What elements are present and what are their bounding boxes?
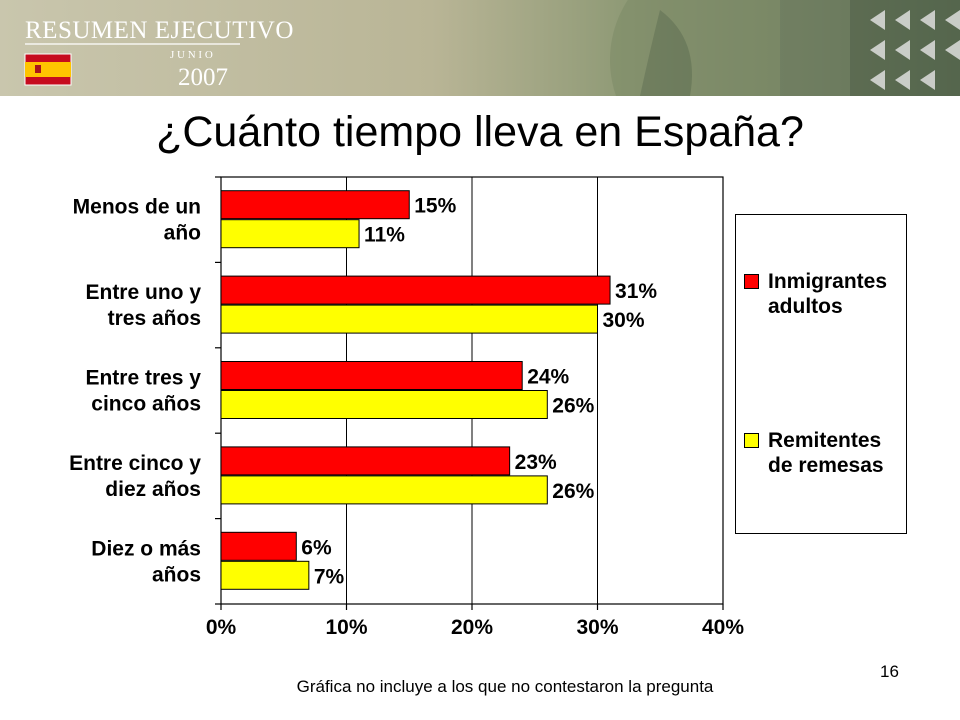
data-label: 11% <box>364 224 405 247</box>
legend-label-line: Inmigrantes <box>768 270 888 293</box>
chart-legend: Inmigrantes adultos Remitentes de remesa… <box>735 214 907 534</box>
data-label: 26% <box>552 395 594 418</box>
category-label-line: Entre tres y <box>85 367 201 390</box>
data-label: 15% <box>414 195 456 218</box>
header-banner: RESUMEN EJECUTIVO J U N I O 2007 <box>0 0 960 96</box>
x-tick-label: 40% <box>702 616 744 639</box>
data-label: 31% <box>615 280 657 303</box>
bar-remitentes <box>220 304 598 334</box>
banner-title: RESUMEN EJECUTIVO <box>25 17 294 44</box>
banner-month: J U N I O <box>170 49 213 61</box>
legend-label-line: adultos <box>768 295 843 318</box>
category-label: Entre cinco y diez años <box>69 452 201 501</box>
category-label-line: años <box>152 563 201 586</box>
category-label-line: Menos de un <box>73 196 201 219</box>
bar-remitentes <box>220 560 310 590</box>
data-label: 7% <box>314 565 345 588</box>
data-label: 30% <box>603 309 645 332</box>
page-number: 16 <box>880 662 899 681</box>
x-tick-label: 0% <box>206 616 237 639</box>
bar-remitentes <box>220 390 548 419</box>
x-tick-label: 30% <box>576 616 618 639</box>
x-tick-label: 10% <box>325 616 367 639</box>
slide-title: ¿Cuánto tiempo lleva en España? <box>156 108 804 156</box>
category-label-line: Diez o más <box>91 537 201 560</box>
category-label-line: diez años <box>105 478 201 501</box>
legend-item-remitentes: Remitentes de remesas <box>744 428 908 478</box>
data-label: 26% <box>552 480 594 503</box>
bar-inmigrantes <box>220 531 297 561</box>
banner-pattern <box>870 10 960 90</box>
spain-flag-icon <box>24 53 72 86</box>
category-label: Menos de un año <box>73 196 201 245</box>
category-label-line: cinco años <box>91 393 201 416</box>
bar-inmigrantes <box>220 190 410 220</box>
data-label: 24% <box>527 366 569 389</box>
legend-item-inmigrantes: Inmigrantes adultos <box>744 269 908 319</box>
legend-swatch-yellow <box>744 433 759 448</box>
bar-remitentes <box>220 475 548 505</box>
data-label: 23% <box>515 451 557 474</box>
category-label-line: Entre uno y <box>85 281 201 304</box>
footnote: Gráfica no incluye a los que no contesta… <box>296 677 714 696</box>
legend-swatch-red <box>744 274 759 289</box>
legend-label-line: Remitentes <box>768 429 882 452</box>
legend-label-line: de remesas <box>768 454 884 477</box>
bar-inmigrantes <box>220 275 611 305</box>
category-label-line: tres años <box>108 307 201 330</box>
bar-inmigrantes <box>220 446 511 476</box>
x-tick-label: 20% <box>451 616 493 639</box>
category-label-line: Entre cinco y <box>69 452 201 475</box>
bar-inmigrantes <box>220 361 523 390</box>
category-label: Entre uno y tres años <box>85 281 201 330</box>
data-label: 6% <box>301 536 332 559</box>
category-label: Entre tres y cinco años <box>85 367 201 416</box>
category-label-line: año <box>164 222 201 245</box>
category-label: Diez o más años <box>91 537 201 586</box>
banner-year: 2007 <box>178 64 228 91</box>
bar-remitentes <box>220 219 360 249</box>
